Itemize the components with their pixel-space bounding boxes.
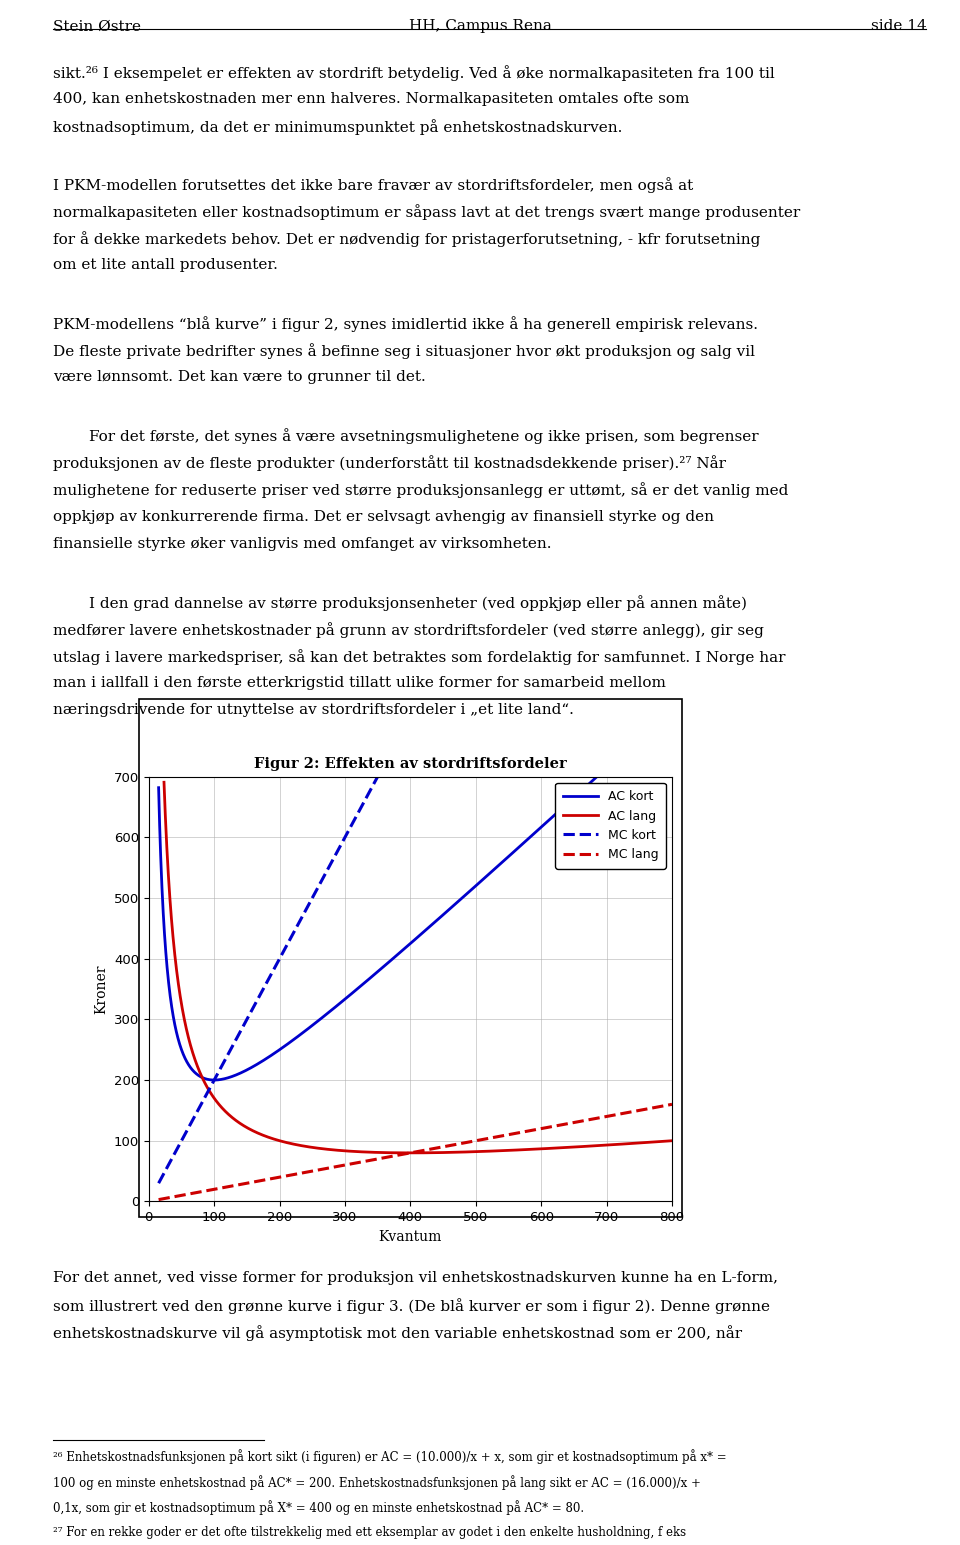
Text: utslag i lavere markedspriser, så kan det betraktes som fordelaktig for samfunne: utslag i lavere markedspriser, så kan de…	[53, 649, 785, 664]
Text: For det første, det synes å være avsetningsmulighetene og ikke prisen, som begre: For det første, det synes å være avsetni…	[89, 428, 759, 445]
Text: 100 og en minste enhetskostnad på AC* = 200. Enhetskostnadsfunksjonen på lang si: 100 og en minste enhetskostnad på AC* = …	[53, 1474, 701, 1489]
Text: for å dekke markedets behov. Det er nødvendig for pristagerforutsetning, - kfr f: for å dekke markedets behov. Det er nødv…	[53, 232, 760, 247]
Text: For det annet, ved visse former for produksjon vil enhetskostnadskurven kunne ha: For det annet, ved visse former for prod…	[53, 1272, 778, 1285]
Legend: AC kort, AC lang, MC kort, MC lang: AC kort, AC lang, MC kort, MC lang	[555, 783, 665, 868]
Text: Stein Østre: Stein Østre	[53, 19, 141, 34]
Text: kostnadsoptimum, da det er minimumspunktet på enhetskostnadskurven.: kostnadsoptimum, da det er minimumspunkt…	[53, 119, 622, 134]
Text: De fleste private bedrifter synes å befinne seg i situasjoner hvor økt produksjo: De fleste private bedrifter synes å befi…	[53, 343, 755, 360]
Text: normalkapasiteten eller kostnadsoptimum er såpass lavt at det trengs svært mange: normalkapasiteten eller kostnadsoptimum …	[53, 204, 800, 219]
Text: medfører lavere enhetskostnader på grunn av stordriftsfordeler (ved større anleg: medfører lavere enhetskostnader på grunn…	[53, 621, 763, 638]
Text: produksjonen av de fleste produkter (underforstått til kostnadsdekkende priser).: produksjonen av de fleste produkter (und…	[53, 456, 726, 471]
Text: oppkjøp av konkurrerende firma. Det er selvsagt avhengig av finansiell styrke og: oppkjøp av konkurrerende firma. Det er s…	[53, 510, 714, 524]
Text: I den grad dannelse av større produksjonsenheter (ved oppkjøp eller på annen måt: I den grad dannelse av større produksjon…	[89, 595, 747, 610]
Text: HH, Campus Rena: HH, Campus Rena	[409, 19, 551, 34]
Title: Figur 2: Effekten av stordriftsfordeler: Figur 2: Effekten av stordriftsfordeler	[254, 757, 566, 771]
Text: mulighetene for reduserte priser ved større produksjonsanlegg er uttømt, så er d: mulighetene for reduserte priser ved stø…	[53, 482, 788, 499]
Text: om et lite antall produsenter.: om et lite antall produsenter.	[53, 258, 277, 272]
Y-axis label: Kroner: Kroner	[94, 964, 108, 1014]
X-axis label: Kvantum: Kvantum	[378, 1230, 443, 1244]
Text: ²⁷ For en rekke goder er det ofte tilstrekkelig med ett eksemplar av godet i den: ²⁷ For en rekke goder er det ofte tilstr…	[53, 1526, 686, 1539]
Text: næringsdrivende for utnyttelse av stordriftsfordeler i „et lite land“.: næringsdrivende for utnyttelse av stordr…	[53, 703, 574, 717]
Text: finansielle styrke øker vanligvis med omfanget av virksomheten.: finansielle styrke øker vanligvis med om…	[53, 536, 551, 550]
Text: som illustrert ved den grønne kurve i figur 3. (De blå kurver er som i figur 2).: som illustrert ved den grønne kurve i fi…	[53, 1298, 770, 1313]
Text: sikt.²⁶ I eksempelet er effekten av stordrift betydelig. Ved å øke normalkapasit: sikt.²⁶ I eksempelet er effekten av stor…	[53, 65, 775, 80]
Text: side 14: side 14	[871, 19, 926, 34]
Text: 400, kan enhetskostnaden mer enn halveres. Normalkapasiteten omtales ofte som: 400, kan enhetskostnaden mer enn halvere…	[53, 93, 689, 107]
Text: I PKM-modellen forutsettes det ikke bare fravær av stordriftsfordeler, men også : I PKM-modellen forutsettes det ikke bare…	[53, 178, 693, 193]
Text: være lønnsomt. Det kan være to grunner til det.: være lønnsomt. Det kan være to grunner t…	[53, 371, 425, 385]
Text: man i iallfall i den første etterkrigstid tillatt ulike former for samarbeid mel: man i iallfall i den første etterkrigsti…	[53, 675, 665, 691]
Text: PKM-modellens “blå kurve” i figur 2, synes imidlertid ikke å ha generell empiris: PKM-modellens “blå kurve” i figur 2, syn…	[53, 317, 757, 332]
Text: 0,1x, som gir et kostnadsoptimum på X* = 400 og en minste enhetskostnad på AC* =: 0,1x, som gir et kostnadsoptimum på X* =…	[53, 1500, 584, 1516]
Text: enhetskostnadskurve vil gå asymptotisk mot den variable enhetskostnad som er 200: enhetskostnadskurve vil gå asymptotisk m…	[53, 1326, 742, 1341]
Text: ²⁶ Enhetskostnadsfunksjonen på kort sikt (i figuren) er AC = (10.000)/x + x, som: ²⁶ Enhetskostnadsfunksjonen på kort sikt…	[53, 1449, 727, 1465]
